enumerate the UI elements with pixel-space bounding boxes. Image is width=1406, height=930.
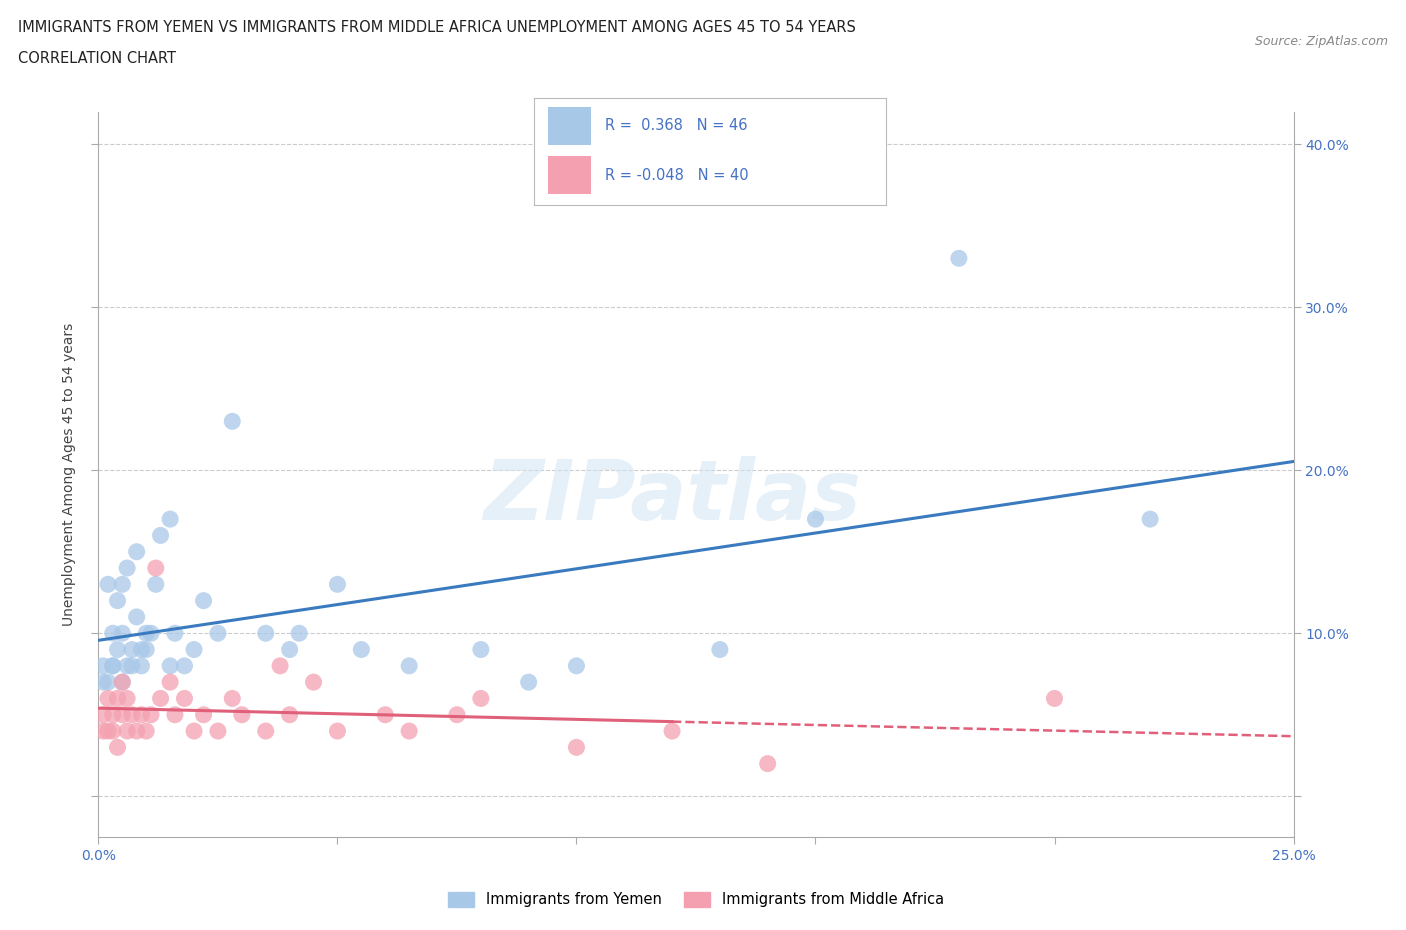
Bar [548,156,591,194]
Point [159,658,181,673]
Point [111,577,134,591]
Point [183,642,205,657]
Point [125,544,148,559]
Point [254,724,277,738]
Point [278,708,301,723]
Point [207,626,229,641]
Point [145,577,167,591]
Point [107,691,129,706]
Text: ZIPatlas: ZIPatlas [484,456,860,537]
Point [565,740,588,755]
Point [135,626,157,641]
Point [131,642,153,657]
Point [115,691,138,706]
Text: Source: ZipAtlas.com: Source: ZipAtlas.com [1254,35,1388,48]
Point [101,708,124,723]
Point [101,658,124,673]
Point [159,512,181,526]
Point [91,724,114,738]
Point [221,414,243,429]
Point [125,724,148,738]
Point [139,626,162,641]
Point [278,642,301,657]
Point [91,708,114,723]
Point [446,708,468,723]
Point [709,642,731,657]
Point [183,724,205,738]
Bar [548,107,591,145]
Point [517,674,540,689]
Point [111,674,134,689]
Point [115,561,138,576]
Point [115,658,138,673]
Point [107,740,129,755]
Text: IMMIGRANTS FROM YEMEN VS IMMIGRANTS FROM MIDDLE AFRICA UNEMPLOYMENT AMONG AGES 4: IMMIGRANTS FROM YEMEN VS IMMIGRANTS FROM… [18,20,856,35]
Point [139,708,162,723]
Point [398,658,420,673]
Point [101,626,124,641]
Point [121,658,143,673]
Point [163,708,186,723]
Point [1043,691,1066,706]
Point [804,512,827,526]
Point [173,658,195,673]
Point [231,708,253,723]
Point [207,724,229,738]
Point [302,674,325,689]
Point [193,708,215,723]
Point [111,708,134,723]
Point [91,658,114,673]
Point [97,577,120,591]
Point [948,251,970,266]
Point [288,626,311,641]
Point [1139,512,1161,526]
Point [125,609,148,624]
Point [107,593,129,608]
Point [97,674,120,689]
Point [254,626,277,641]
Point [221,691,243,706]
Point [111,626,134,641]
Point [135,724,157,738]
Point [91,674,114,689]
Point [163,626,186,641]
Point [121,642,143,657]
Point [470,642,492,657]
Point [326,724,349,738]
Point [131,658,153,673]
Point [565,658,588,673]
Point [326,577,349,591]
Point [398,724,420,738]
Point [149,528,172,543]
Point [661,724,683,738]
Point [101,658,124,673]
Point [97,691,120,706]
Point [269,658,291,673]
Text: CORRELATION CHART: CORRELATION CHART [18,51,176,66]
Point [145,561,167,576]
Point [121,708,143,723]
Text: R =  0.368   N = 46: R = 0.368 N = 46 [605,118,747,134]
Point [173,691,195,706]
Point [97,724,120,738]
Point [101,724,124,738]
Point [756,756,779,771]
Point [159,674,181,689]
Point [149,691,172,706]
Point [193,593,215,608]
Point [115,724,138,738]
Text: R = -0.048   N = 40: R = -0.048 N = 40 [605,167,748,182]
Legend: Immigrants from Yemen, Immigrants from Middle Africa: Immigrants from Yemen, Immigrants from M… [443,886,949,913]
Point [350,642,373,657]
Point [374,708,396,723]
Point [470,691,492,706]
Point [131,708,153,723]
Point [111,674,134,689]
Y-axis label: Unemployment Among Ages 45 to 54 years: Unemployment Among Ages 45 to 54 years [62,323,76,626]
Point [135,642,157,657]
Point [107,642,129,657]
